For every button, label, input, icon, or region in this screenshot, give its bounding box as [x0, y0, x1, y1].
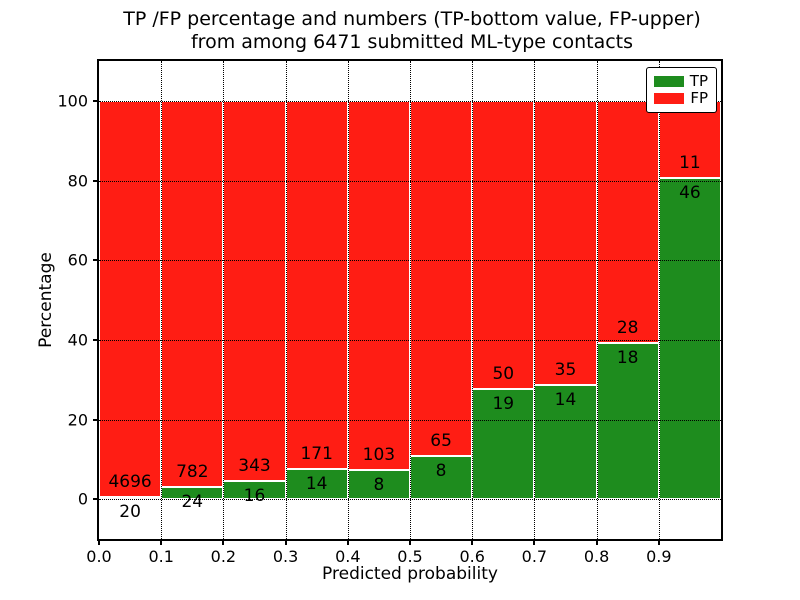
x-tick-label: 0.8 [583, 547, 610, 566]
bar-segment-fp [161, 100, 224, 488]
x-tick-label: 0.0 [86, 547, 112, 566]
legend-item-tp: TP [654, 74, 708, 90]
bar-segment-fp [472, 100, 535, 390]
gridline-v [223, 61, 225, 539]
tp-count-label: 46 [679, 182, 701, 203]
x-tick-label: 0.4 [335, 547, 361, 566]
tp-count-label: 14 [305, 474, 328, 495]
bar-segment-tp [410, 455, 473, 500]
chart-title-line2: from among 6471 submitted ML-type contac… [190, 31, 634, 53]
tp-count-label: 18 [616, 348, 639, 369]
bar-segment-fp [347, 100, 410, 471]
bar-segment-fp [596, 100, 659, 344]
fp-count-label: 4696 [108, 472, 152, 493]
fp-count-label: 343 [238, 456, 271, 477]
x-tick-mark [346, 541, 349, 545]
x-tick-mark [98, 541, 100, 545]
legend-swatch-fp-icon [654, 93, 684, 104]
bar-segment-fp [285, 100, 348, 470]
x-tick-label: 0.6 [459, 547, 485, 566]
y-tick-mark [93, 179, 97, 182]
y-tick-mark [93, 498, 97, 501]
x-tick-mark [595, 541, 598, 545]
tp-count-label: 20 [119, 502, 141, 523]
gridline-v [534, 61, 536, 539]
y-tick-mark [93, 418, 97, 421]
x-tick-label: 0.2 [210, 547, 237, 566]
bar-segment-fp [410, 100, 473, 456]
y-tick-label: 60 [67, 250, 88, 270]
gridline-v [285, 61, 287, 539]
gridline-v [410, 61, 411, 539]
x-tick-label: 0.7 [521, 547, 548, 566]
fp-count-label: 50 [492, 364, 515, 385]
y-tick-mark [93, 99, 97, 102]
x-tick-mark [657, 541, 660, 545]
y-tick-label: 80 [67, 171, 88, 190]
x-tick-mark [471, 541, 474, 545]
bar-segment-tp [658, 177, 721, 500]
chart-title: TP /FP percentage and numbers (TP-bottom… [123, 8, 701, 54]
fp-count-label: 103 [362, 445, 396, 466]
x-tick-mark [160, 541, 163, 545]
y-tick-mark [93, 338, 97, 341]
fp-count-label: 35 [554, 360, 577, 381]
gridline-v [347, 61, 349, 539]
legend-swatch-tp-icon [654, 76, 684, 87]
tp-count-label: 14 [554, 390, 577, 411]
legend-label-tp: TP [689, 72, 708, 90]
gridline-v [596, 61, 598, 539]
x-tick-label: 0.5 [397, 547, 423, 566]
y-axis-label: Percentage [36, 252, 56, 348]
fp-count-label: 171 [300, 444, 333, 465]
bar-segment-fp [99, 100, 162, 498]
y-tick-label: 100 [57, 91, 88, 111]
x-tick-mark [222, 541, 225, 545]
x-axis-label: Predicted probability [322, 564, 498, 584]
x-tick-label: 0.3 [272, 547, 299, 566]
fp-count-label: 65 [430, 430, 452, 451]
tp-count-label: 24 [181, 492, 204, 513]
bar-segment-fp [223, 100, 286, 482]
chart-title-line1: TP /FP percentage and numbers (TP-bottom… [123, 8, 701, 30]
fp-count-label: 782 [176, 462, 209, 483]
bar-segment-tp [596, 343, 659, 500]
x-tick-mark [284, 541, 287, 545]
legend-label-fp: FP [690, 89, 708, 107]
tp-count-label: 16 [243, 486, 266, 507]
gridline-v [472, 61, 474, 539]
tp-count-label: 8 [373, 475, 385, 496]
bar-segment-tp [347, 470, 410, 500]
gridline-v [161, 61, 163, 539]
gridline-v [658, 61, 660, 539]
y-tick-label: 0 [77, 489, 88, 509]
bar-segment-fp [534, 100, 597, 386]
x-tick-mark [409, 541, 411, 545]
y-tick-mark [93, 259, 97, 262]
x-tick-label: 0.1 [148, 547, 174, 566]
y-tick-label: 40 [67, 330, 88, 350]
bar-segment-tp [534, 385, 597, 500]
x-tick-label: 0.9 [646, 547, 672, 566]
legend: TP FP [646, 67, 717, 113]
x-tick-mark [533, 541, 536, 545]
fp-count-label: 28 [616, 318, 639, 339]
fp-count-label: 11 [679, 152, 701, 173]
legend-item-fp: FP [654, 91, 708, 107]
bar-segment-tp [99, 497, 162, 500]
tp-count-label: 19 [492, 394, 515, 415]
tp-count-label: 8 [435, 460, 447, 481]
y-tick-label: 20 [67, 410, 88, 429]
